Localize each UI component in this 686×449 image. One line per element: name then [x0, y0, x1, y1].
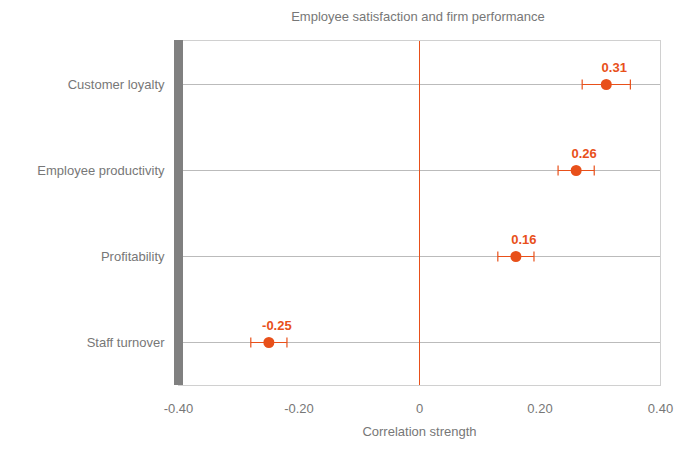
- svg-text:-0.25: -0.25: [262, 318, 292, 333]
- html-text:Employee satisfaction and firm: Employee satisfaction and firm performan…: [291, 9, 545, 24]
- svg-text:Staff turnover: Staff turnover: [87, 335, 165, 350]
- svg-text:Profitability: Profitability: [101, 249, 165, 264]
- svg-text:-0.40: -0.40: [164, 401, 194, 416]
- svg-text:0.20: 0.20: [527, 401, 552, 416]
- svg-text:Employee productivity: Employee productivity: [37, 163, 165, 178]
- svg-text:0.40: 0.40: [648, 401, 673, 416]
- svg-text:Customer loyalty: Customer loyalty: [68, 77, 165, 92]
- svg-text:0.26: 0.26: [571, 146, 596, 161]
- svg-text:-0.20: -0.20: [284, 401, 314, 416]
- svg-text:0.31: 0.31: [602, 60, 627, 75]
- svg-text:Correlation strength: Correlation strength: [362, 424, 476, 439]
- svg-text:0: 0: [416, 401, 423, 416]
- svg-text:0.16: 0.16: [511, 232, 536, 247]
